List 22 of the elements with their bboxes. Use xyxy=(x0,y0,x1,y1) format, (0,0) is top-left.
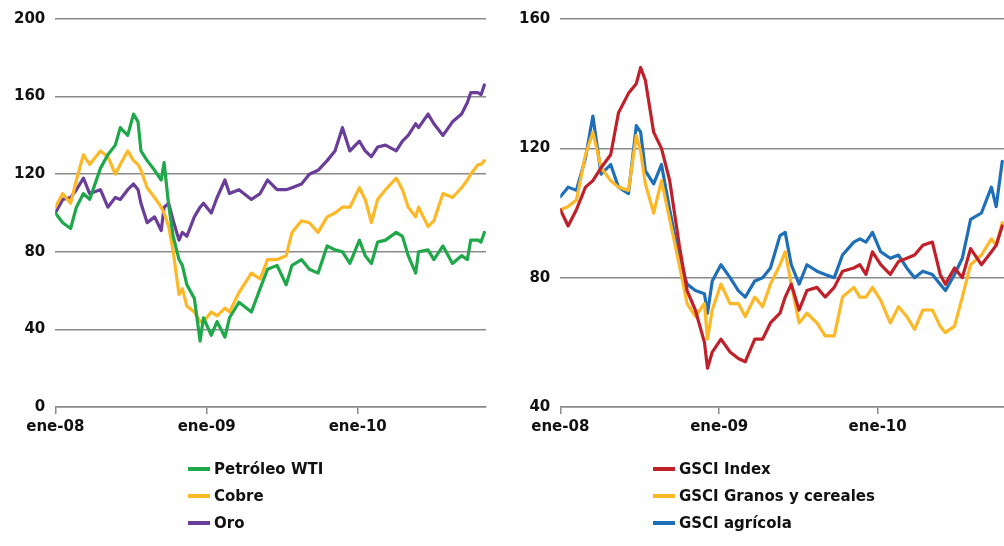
y-tick-label: 40 xyxy=(529,396,551,415)
legend-label: Cobre xyxy=(214,486,264,505)
x-tick-label: ene-08 xyxy=(26,416,85,435)
legend-label: Petróleo WTI xyxy=(214,459,324,478)
y-tick-label: 0 xyxy=(34,396,46,415)
y-tick-label: 120 xyxy=(14,164,46,183)
x-tick-label: ene-10 xyxy=(848,416,907,435)
legend-label: GSCI agrícola xyxy=(679,513,792,532)
legend-label: Oro xyxy=(214,513,245,532)
legend-label: GSCI Granos y cereales xyxy=(679,486,875,505)
x-tick-label: ene-09 xyxy=(690,416,749,435)
y-tick-label: 80 xyxy=(24,241,46,260)
x-tick-label: ene-10 xyxy=(328,416,387,435)
y-tick-label: 160 xyxy=(519,8,551,27)
y-tick-label: 40 xyxy=(24,319,46,338)
x-tick-label: ene-09 xyxy=(177,416,236,435)
y-tick-label: 80 xyxy=(529,267,551,286)
x-tick-label: ene-08 xyxy=(531,416,590,435)
legend-label: GSCI Index xyxy=(679,459,771,478)
y-tick-label: 200 xyxy=(14,8,46,27)
y-tick-label: 160 xyxy=(14,86,46,105)
y-tick-label: 120 xyxy=(519,138,551,157)
